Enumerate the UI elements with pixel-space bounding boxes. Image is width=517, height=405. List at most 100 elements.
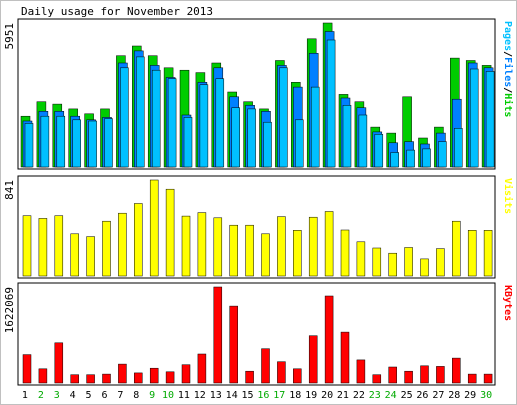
x-tick-label-day-2: 2	[38, 390, 44, 401]
x-tick-label-day-9: 9	[149, 390, 155, 401]
x-tick-label-day-15: 15	[241, 390, 253, 401]
bar-pages-day-3	[56, 115, 66, 168]
x-tick-label-day-14: 14	[226, 390, 238, 401]
bar-visits-day-24	[388, 252, 397, 277]
x-tick-label-day-27: 27	[432, 390, 444, 401]
hits-panel-legend-item-2: Files	[502, 57, 514, 87]
x-tick-label-day-17: 17	[273, 390, 285, 401]
visits-panel: 841 Visits	[3, 175, 514, 279]
hits-panel-legend: Pages/Files/Hits	[502, 21, 514, 117]
bar-pages-day-28	[454, 128, 463, 168]
bar-visits-day-5	[86, 236, 95, 277]
bar-kbytes-day-27	[436, 366, 445, 384]
hits-panel-bars	[20, 22, 495, 168]
x-tick-label-day-12: 12	[194, 390, 206, 401]
x-tick-label-day-26: 26	[416, 390, 428, 401]
bar-visits-day-27	[436, 248, 445, 277]
x-tick-label-day-8: 8	[133, 390, 139, 401]
bar-kbytes-day-4	[70, 374, 79, 384]
x-tick-label-day-20: 20	[321, 390, 333, 401]
bar-pages-day-8	[136, 56, 145, 168]
hits-panel-frame	[17, 18, 496, 170]
bar-visits-day-25	[404, 247, 413, 277]
bar-kbytes-day-1	[22, 354, 32, 384]
bar-kbytes-day-26	[420, 365, 429, 384]
bar-kbytes-day-17	[277, 361, 286, 384]
bar-pages-day-20	[326, 39, 336, 168]
bar-kbytes-day-2	[38, 368, 48, 384]
bar-kbytes-day-9	[149, 367, 159, 384]
bar-kbytes-day-10	[165, 371, 175, 384]
bar-pages-day-26	[422, 148, 431, 168]
bar-visits-day-26	[420, 258, 429, 277]
kbytes-panel-bars	[22, 286, 493, 384]
bar-pages-day-2	[40, 115, 50, 168]
bar-pages-day-11	[183, 117, 193, 168]
bar-pages-day-14	[231, 107, 240, 168]
bar-kbytes-day-3	[54, 342, 64, 384]
bar-kbytes-day-5	[86, 374, 95, 384]
x-tick-label-day-4: 4	[70, 390, 76, 401]
visits-panel-legend: Visits	[502, 178, 514, 214]
bar-kbytes-day-30	[483, 373, 493, 384]
x-tick-label-day-22: 22	[353, 390, 365, 401]
x-tick-label-day-6: 6	[101, 390, 107, 401]
x-axis-labels: 1 2 3 4 5 6 7 8 9 10 11 12 13 14 15 16 17 18 19 20 21 22 23 24 2…	[22, 390, 492, 401]
bar-pages-day-24	[390, 152, 399, 168]
bar-pages-day-5	[88, 120, 97, 168]
bar-pages-day-27	[438, 141, 447, 168]
x-tick-label-day-18: 18	[289, 390, 301, 401]
bar-pages-day-12	[199, 84, 209, 168]
x-tick-label-day-21: 21	[337, 390, 349, 401]
kbytes-panel-ymax-label: 1622069	[3, 287, 16, 333]
bar-visits-day-16	[261, 233, 270, 277]
bar-visits-day-21	[340, 229, 350, 277]
bar-visits-day-18	[293, 230, 302, 277]
bar-pages-day-17	[279, 67, 288, 168]
x-tick-label-day-11: 11	[178, 390, 190, 401]
bar-pages-day-13	[215, 78, 225, 168]
x-tick-label-day-29: 29	[464, 390, 476, 401]
x-tick-label-day-5: 5	[85, 390, 91, 401]
bar-visits-day-12	[197, 212, 207, 277]
bar-visits-day-20	[324, 211, 334, 277]
bar-kbytes-day-25	[404, 370, 413, 384]
bar-pages-day-1	[24, 123, 34, 168]
kbytes-panel-legend: KBytes	[502, 285, 513, 321]
bar-visits-day-4	[70, 233, 79, 277]
bar-kbytes-day-7	[118, 363, 127, 384]
kbytes-panel-legend-item-0: KBytes	[502, 285, 513, 321]
hits-panel-ymax-label: 5951	[3, 23, 16, 50]
bar-visits-day-3	[54, 215, 64, 277]
x-tick-label-day-3: 3	[54, 390, 60, 401]
bar-pages-day-9	[151, 69, 161, 168]
bar-kbytes-day-24	[388, 366, 397, 384]
bar-visits-day-30	[483, 230, 493, 277]
bar-kbytes-day-11	[181, 364, 191, 384]
bar-visits-day-29	[467, 230, 477, 277]
bar-kbytes-day-28	[452, 357, 461, 384]
bar-visits-day-14	[229, 224, 238, 277]
bar-visits-day-22	[356, 241, 366, 277]
hits-panel-legend-item-1: /	[502, 51, 513, 57]
bar-kbytes-day-6	[102, 373, 111, 384]
bar-pages-day-22	[358, 114, 368, 168]
bar-visits-day-2	[38, 218, 48, 277]
bar-visits-day-1	[22, 215, 32, 277]
bar-pages-day-4	[72, 119, 81, 168]
bar-pages-day-19	[310, 86, 320, 168]
hits-panel-legend-item-4: Hits	[502, 93, 514, 117]
bar-visits-day-15	[245, 224, 254, 277]
x-tick-label-day-10: 10	[162, 390, 174, 401]
visits-panel-legend-item-0: Visits	[502, 178, 514, 214]
bar-kbytes-day-22	[356, 359, 366, 384]
bar-pages-day-29	[469, 68, 479, 168]
bar-kbytes-day-21	[340, 331, 350, 384]
bar-visits-day-7	[118, 212, 127, 277]
bar-kbytes-day-23	[372, 374, 382, 384]
bar-kbytes-day-13	[213, 286, 223, 384]
bar-pages-day-15	[247, 108, 256, 168]
